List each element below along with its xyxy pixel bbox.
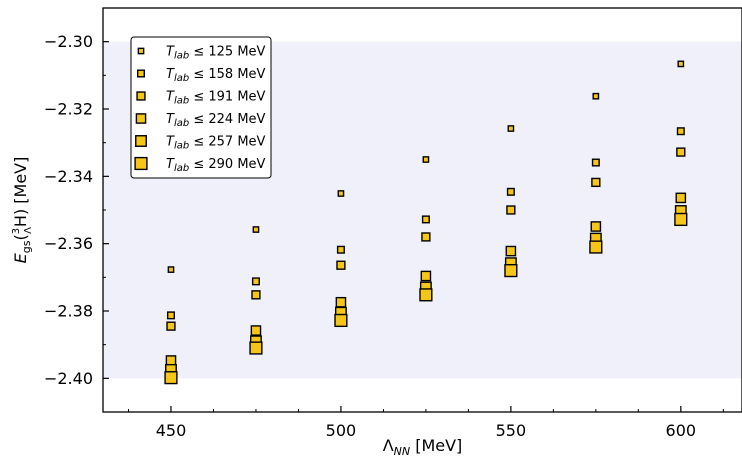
legend-label: Tlab ≤ 224 MeV [166, 112, 266, 129]
y-tick-label: −2.32 [44, 100, 93, 119]
x-tick-label: 500 [326, 421, 357, 440]
data-point [421, 215, 430, 224]
legend-marker [136, 91, 146, 101]
data-point [676, 127, 685, 136]
data-point [252, 226, 260, 233]
data-point [420, 270, 432, 282]
data-point [677, 60, 685, 68]
data-point [167, 266, 175, 273]
legend-marker [135, 135, 147, 147]
data-point [336, 245, 345, 254]
y-tick-label: −2.38 [44, 302, 93, 321]
y-tick-label: −2.30 [44, 32, 93, 51]
data-point [337, 190, 345, 197]
legend-label: Tlab ≤ 191 MeV [166, 90, 266, 107]
legend-box [130, 36, 272, 179]
plot-frame [102, 7, 742, 413]
data-point [505, 245, 517, 257]
y-tick-label: −2.40 [44, 369, 93, 388]
data-point [590, 221, 602, 232]
data-point [251, 277, 260, 286]
legend-marker [135, 113, 147, 124]
data-point [504, 264, 518, 278]
y-tick-label: −2.34 [44, 167, 93, 186]
legend-marker [137, 47, 145, 55]
data-point [674, 212, 688, 227]
x-tick-label: 550 [496, 421, 527, 440]
legend-label: Tlab ≤ 290 MeV [166, 157, 266, 174]
data-point [250, 325, 262, 336]
data-point [589, 240, 603, 254]
data-point [675, 192, 687, 204]
legend-marker [134, 156, 148, 171]
data-point [419, 288, 433, 302]
legend-label: Tlab ≤ 158 MeV [166, 67, 266, 84]
data-point [591, 158, 600, 167]
data-point [335, 296, 347, 308]
data-point [336, 260, 346, 270]
data-point [166, 321, 176, 331]
x-tick-label: 600 [666, 421, 697, 440]
legend-label: Tlab ≤ 125 MeV [166, 45, 266, 62]
data-point [422, 156, 430, 163]
x-tick-label: 450 [156, 421, 187, 440]
data-point [251, 290, 261, 300]
data-point [506, 205, 516, 215]
y-tick-label: −2.36 [44, 234, 93, 253]
data-markers [164, 60, 688, 385]
data-point [506, 187, 515, 196]
data-point [507, 125, 515, 132]
data-point [591, 177, 601, 188]
data-point [165, 355, 177, 366]
y-axis-label: Egs(3ΛH) [MeV] [11, 157, 34, 264]
data-point [421, 232, 431, 242]
data-point [164, 371, 178, 385]
data-point [592, 92, 600, 100]
data-point [676, 147, 686, 157]
data-point [334, 313, 348, 328]
legend-label: Tlab ≤ 257 MeV [166, 135, 266, 152]
legend-marker [136, 69, 145, 78]
data-point [249, 341, 263, 355]
legend: Tlab ≤ 125 MeV Tlab ≤ 158 MeV Tlab ≤ 191 M… [130, 36, 272, 179]
x-axis-label: ΛNN [MeV] [383, 436, 463, 458]
axis-ticks: 450 500 550 600 −2.30 −2.32 −2.34 −2.36 −2.38 −2.… [44, 7, 724, 440]
data-point [166, 311, 175, 320]
